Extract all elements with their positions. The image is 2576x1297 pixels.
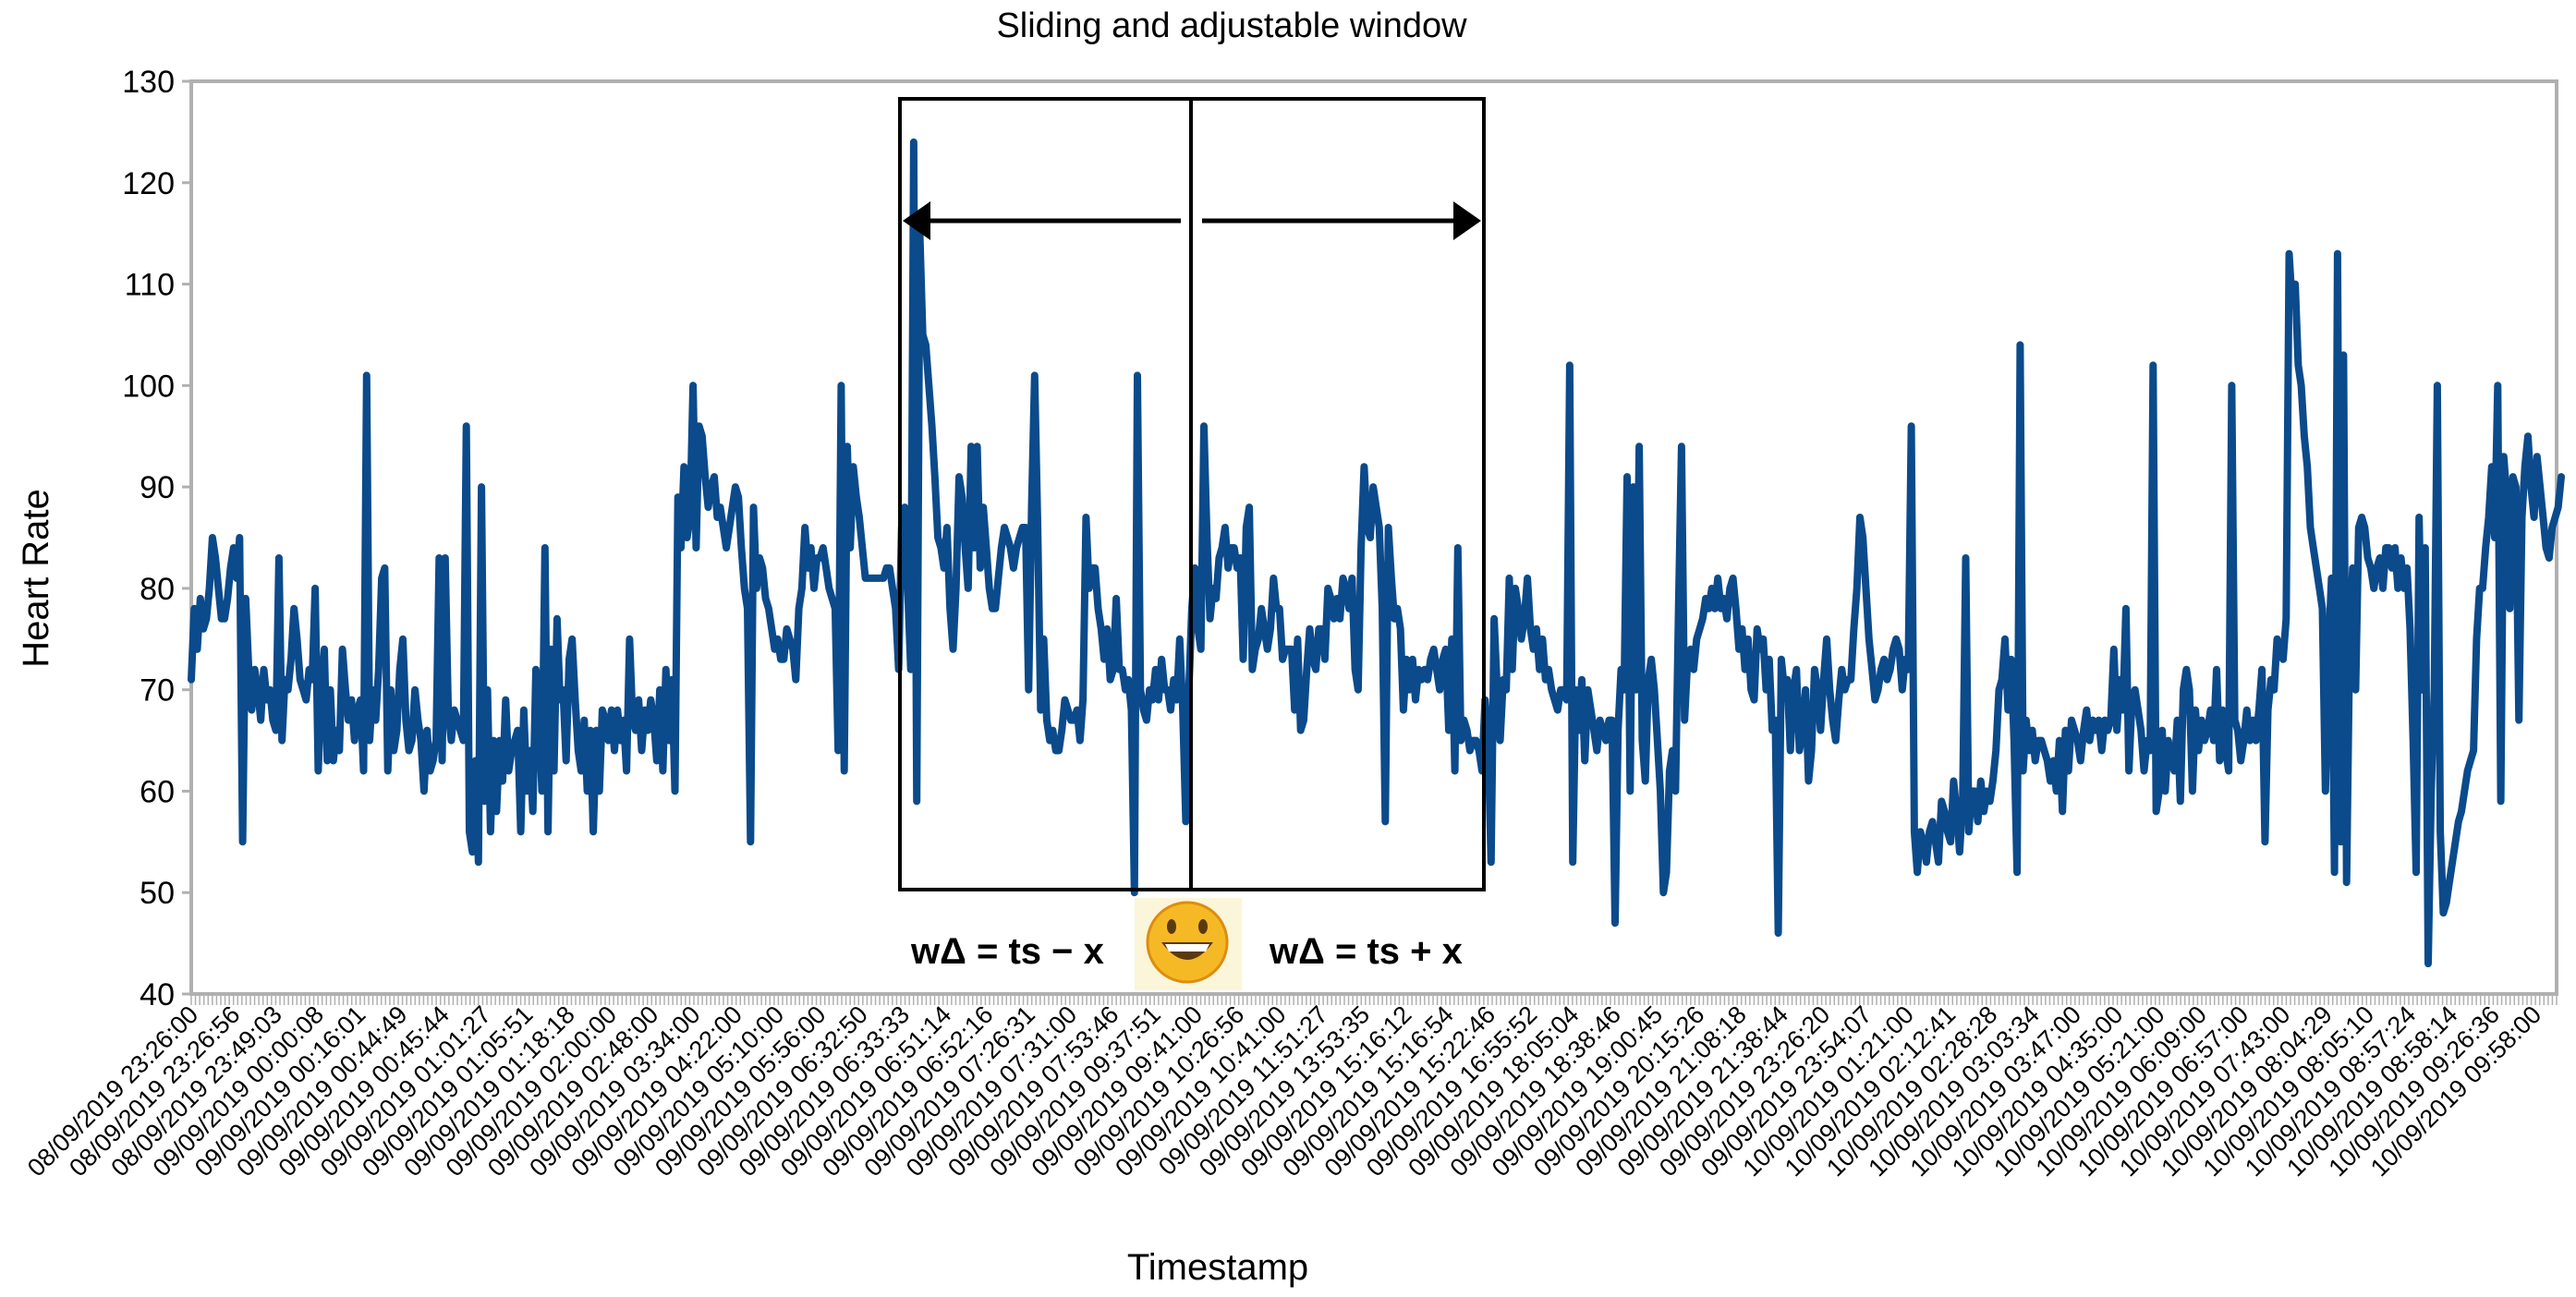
y-tick-label: 90 — [140, 470, 175, 505]
y-tick-label: 130 — [122, 65, 175, 100]
y-tick-label: 40 — [140, 977, 175, 1012]
y-tick-label: 50 — [140, 876, 175, 911]
sliding-window — [898, 97, 1486, 891]
right-window-label: wΔ = ts + x — [1269, 931, 1463, 972]
x-axis-title: Timestamp — [1127, 1247, 1308, 1288]
y-axis: 40 50 60 70 80 90 100 110 120 130 — [122, 65, 191, 1012]
right-arrow-head — [1453, 201, 1481, 240]
left-window-label: wΔ = ts − x — [910, 931, 1104, 972]
y-tick-label: 60 — [140, 774, 175, 809]
emoji-teeth — [1165, 944, 1209, 952]
y-axis-title: Heart Rate — [16, 489, 56, 667]
y-tick-label: 70 — [140, 673, 175, 709]
left-arrow-head — [903, 201, 930, 240]
emoji-grinning-icon — [1135, 898, 1242, 990]
emoji-left-eye — [1167, 919, 1176, 934]
y-tick-label: 100 — [122, 369, 175, 404]
y-tick-label: 80 — [140, 572, 175, 607]
emoji-right-eye — [1198, 919, 1208, 934]
y-tick-label: 120 — [122, 166, 175, 201]
heart-rate-series-line — [188, 138, 2565, 968]
x-axis-minor-ticks — [190, 994, 2558, 1005]
chart-title: Sliding and adjustable window — [996, 6, 1467, 45]
y-tick-label: 110 — [125, 268, 175, 303]
